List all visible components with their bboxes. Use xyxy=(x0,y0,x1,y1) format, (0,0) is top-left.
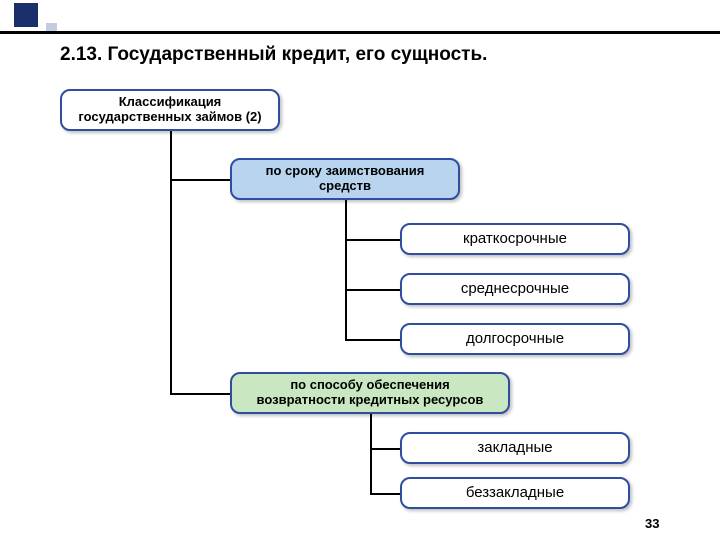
page-title: 2.13. Государственный кредит, его сущнос… xyxy=(60,44,487,66)
node-c1b-label: среднесрочные xyxy=(461,280,569,297)
connector-line xyxy=(345,339,400,341)
deco-square-big xyxy=(14,3,38,27)
node-c2a-label: закладные xyxy=(477,439,552,456)
node-root-label: Классификация государственных займов (2) xyxy=(78,95,261,125)
node-c1c-label: долгосрочные xyxy=(466,330,564,347)
connector-line xyxy=(345,200,347,339)
node-short-term: краткосрочные xyxy=(400,223,630,255)
connector-line xyxy=(170,131,172,393)
node-category-by-term: по сроку заимствования средств xyxy=(230,158,460,200)
node-cat1-label: по сроку заимствования средств xyxy=(266,164,425,194)
node-category-by-collateral: по способу обеспечения возвратности кред… xyxy=(230,372,510,414)
node-medium-term: среднесрочные xyxy=(400,273,630,305)
node-long-term: долгосрочные xyxy=(400,323,630,355)
connector-line xyxy=(345,289,400,291)
node-root: Классификация государственных займов (2) xyxy=(60,89,280,131)
deco-hr xyxy=(0,31,720,34)
connector-line xyxy=(345,239,400,241)
connector-line xyxy=(170,179,230,181)
connector-line xyxy=(370,448,400,450)
connector-line xyxy=(370,414,372,493)
connector-line xyxy=(370,493,400,495)
page-number: 33 xyxy=(645,516,659,531)
node-cat2-label: по способу обеспечения возвратности кред… xyxy=(257,378,484,408)
connector-line xyxy=(170,393,230,395)
node-c1a-label: краткосрочные xyxy=(463,230,567,247)
node-secured: закладные xyxy=(400,432,630,464)
slide: { "title": { "text": "2.13. Государствен… xyxy=(0,0,720,540)
node-unsecured: беззакладные xyxy=(400,477,630,509)
node-c2b-label: беззакладные xyxy=(466,484,564,501)
